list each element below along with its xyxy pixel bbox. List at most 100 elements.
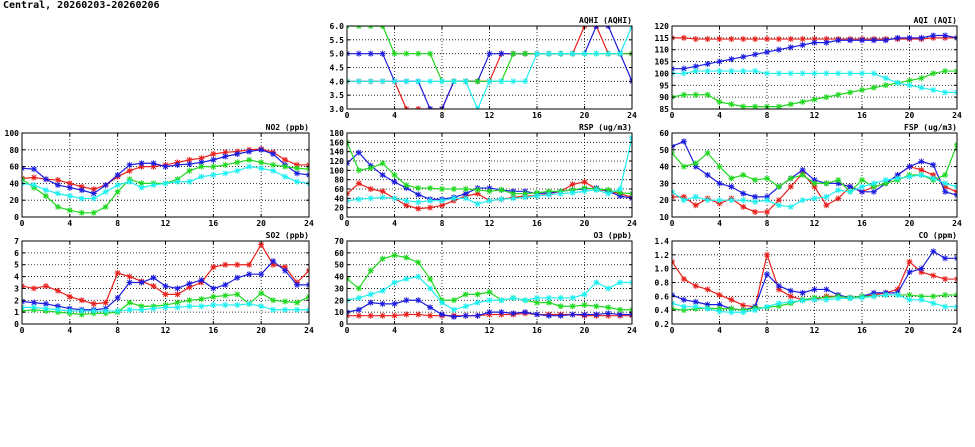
data-point [787, 44, 794, 51]
data-point [450, 186, 457, 192]
x-tick-label: 8 [440, 111, 445, 120]
data-point [270, 161, 277, 168]
data-point [510, 310, 517, 317]
data-point [427, 78, 434, 85]
y-tick-label: 0.2 [655, 320, 670, 329]
data-point [692, 63, 699, 70]
data-point [258, 271, 265, 278]
data-point [811, 36, 818, 43]
data-point [799, 289, 806, 296]
data-point [355, 180, 362, 187]
y-tick-label: 90 [659, 93, 669, 102]
data-point [126, 167, 133, 174]
data-point [486, 50, 493, 57]
data-point [222, 153, 229, 160]
data-point [847, 37, 854, 44]
data-point [534, 189, 540, 196]
data-point [823, 193, 830, 200]
data-point [246, 261, 253, 268]
y-tick-label: 1 [14, 308, 19, 317]
data-point [42, 300, 49, 307]
data-point [379, 50, 386, 57]
data-point [391, 172, 398, 178]
data-point [355, 50, 362, 57]
data-point [716, 58, 723, 65]
chart-title: RSP (ug/m3) [579, 123, 632, 132]
x-tick-label: 24 [304, 219, 314, 228]
data-point [704, 286, 711, 293]
y-tick-label: 30 [334, 284, 344, 293]
data-point [918, 296, 925, 303]
data-point [355, 196, 362, 203]
data-point [30, 166, 37, 173]
data-point [752, 103, 759, 109]
y-tick-label: 4.0 [330, 77, 345, 86]
data-point [210, 156, 217, 163]
data-point [581, 188, 588, 195]
data-point [294, 281, 301, 288]
data-point [942, 276, 949, 283]
data-point [680, 303, 687, 310]
data-point [823, 94, 830, 101]
data-point [835, 91, 842, 98]
data-point [234, 302, 241, 309]
data-point [692, 282, 699, 289]
data-point [716, 197, 723, 204]
data-point [787, 183, 794, 190]
data-point [752, 198, 759, 205]
data-point [775, 286, 782, 293]
data-point [716, 301, 723, 308]
y-tick-label: 50 [334, 261, 344, 270]
data-point [138, 279, 145, 286]
data-point [114, 188, 121, 195]
data-point [403, 311, 410, 318]
data-point [835, 295, 842, 302]
x-tick-label: 24 [952, 111, 962, 120]
x-tick-label: 12 [161, 219, 171, 228]
data-point [728, 309, 735, 316]
data-point [102, 188, 109, 195]
x-tick-label: 16 [209, 326, 219, 335]
data-point [906, 291, 913, 298]
data-point [30, 285, 37, 292]
y-tick-label: 2 [14, 296, 19, 305]
data-point [882, 75, 889, 82]
data-point [799, 41, 806, 48]
data-point [282, 267, 289, 274]
x-tick-label: 24 [627, 219, 637, 228]
y-tick-label: 10 [659, 213, 669, 222]
data-point [379, 312, 386, 319]
y-tick-label: 100 [330, 166, 345, 175]
data-point [415, 311, 422, 318]
data-point [859, 70, 865, 77]
data-point [593, 303, 600, 310]
data-point [174, 291, 181, 298]
data-point [882, 291, 889, 298]
data-point [379, 300, 386, 307]
data-point [450, 195, 457, 202]
data-point [545, 294, 552, 301]
data-point [728, 68, 735, 75]
data-point [728, 296, 735, 303]
x-tick-label: 0 [670, 326, 675, 335]
data-point [942, 32, 949, 39]
x-tick-label: 4 [392, 219, 397, 228]
x-tick-label: 0 [670, 111, 675, 120]
data-point [355, 78, 362, 85]
data-point [918, 75, 925, 82]
data-point [942, 180, 949, 187]
data-point [427, 204, 434, 211]
data-point [90, 300, 97, 307]
data-point [617, 306, 624, 313]
data-point [78, 307, 85, 314]
x-tick-label: 0 [670, 219, 675, 228]
data-point [823, 296, 830, 303]
data-point [605, 190, 612, 197]
data-point [930, 70, 937, 77]
data-point [90, 209, 97, 216]
data-point [347, 26, 350, 29]
data-point [222, 161, 229, 168]
data-point [859, 37, 865, 44]
data-point [545, 312, 552, 319]
data-point [823, 70, 830, 77]
